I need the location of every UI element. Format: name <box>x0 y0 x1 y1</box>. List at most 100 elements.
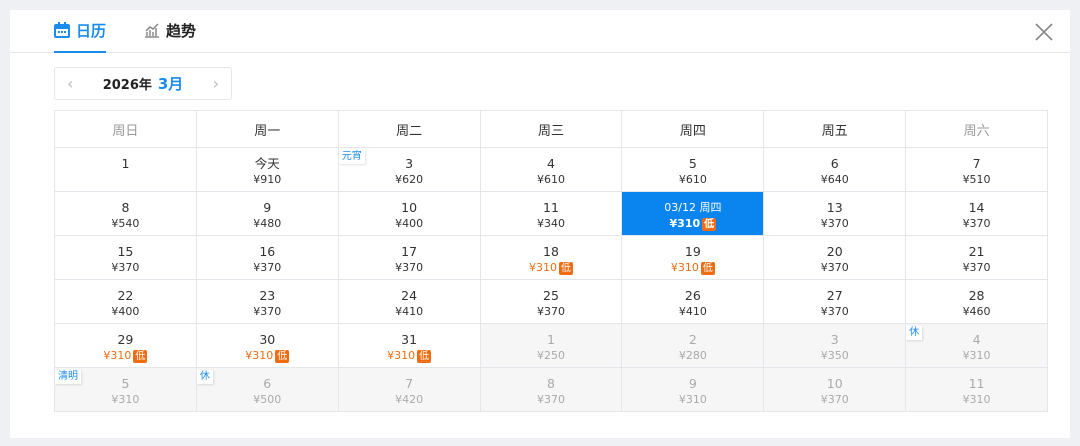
date-cell[interactable]: 15 ¥370 <box>55 236 197 280</box>
date-label: 14 <box>968 200 985 215</box>
low-price-badge: 低 <box>133 349 148 363</box>
price: ¥410 <box>395 305 424 318</box>
date-label: 13 <box>826 200 843 215</box>
low-price-badge: 低 <box>558 261 573 275</box>
date-cell[interactable]: 9 ¥480 <box>196 192 339 236</box>
date-label: 9 <box>688 376 697 391</box>
price: ¥510 <box>962 173 991 186</box>
date-cell[interactable]: 5 ¥610 <box>622 148 765 192</box>
weekday-header: 周三 <box>480 111 623 148</box>
price: ¥370 <box>962 261 991 274</box>
date-cell[interactable]: 20 ¥370 <box>764 236 907 280</box>
date-cell[interactable]: 7 ¥420 <box>338 368 481 412</box>
tab-bar: 日历 趋势 <box>10 10 1070 53</box>
date-cell[interactable]: 25 ¥370 <box>480 280 623 324</box>
weekday-header: 周四 <box>622 111 765 148</box>
weekday-header: 周一 <box>196 111 339 148</box>
price: ¥310 <box>962 393 991 406</box>
selected-date-cell[interactable]: 03/12 周四 ¥310 低 <box>622 192 765 236</box>
date-label: 3 <box>830 332 839 347</box>
prev-month-button[interactable]: ‹ <box>67 74 74 93</box>
date-cell[interactable]: 元宵 3 ¥620 <box>338 148 481 192</box>
date-label: 30 <box>259 332 276 347</box>
date-cell[interactable]: 清明 5 ¥310 <box>55 368 197 412</box>
close-icon[interactable] <box>1034 22 1054 42</box>
price: ¥370 <box>536 393 565 406</box>
price: ¥400 <box>395 217 424 230</box>
date-cell[interactable]: 13 ¥370 <box>764 192 907 236</box>
low-price-badge: 低 <box>275 349 290 363</box>
date-cell[interactable]: 27 ¥370 <box>764 280 907 324</box>
date-cell[interactable]: 8 ¥370 <box>480 368 623 412</box>
date-label: 7 <box>972 156 981 171</box>
date-cell[interactable]: 11 ¥340 <box>480 192 623 236</box>
date-label: 6 <box>830 156 839 171</box>
holiday-tag: 休 <box>196 370 213 384</box>
price: ¥310 <box>678 393 707 406</box>
date-cell[interactable]: 4 ¥610 <box>480 148 623 192</box>
date-cell[interactable]: 21 ¥370 <box>906 236 1048 280</box>
date-cell[interactable]: 30 ¥310 低 <box>196 324 339 368</box>
price: ¥280 <box>678 349 707 362</box>
date-label: 9 <box>263 200 272 215</box>
date-label: 24 <box>401 288 418 303</box>
date-label: 23 <box>259 288 276 303</box>
next-month-button[interactable]: › <box>212 74 219 93</box>
date-cell[interactable]: 2 ¥280 <box>622 324 765 368</box>
holiday-tag: 元宵 <box>338 150 365 164</box>
date-cell[interactable]: 10 ¥400 <box>338 192 481 236</box>
price: ¥420 <box>395 393 424 406</box>
date-label: 10 <box>401 200 418 215</box>
date-cell[interactable]: 6 ¥640 <box>764 148 907 192</box>
date-label: 18 <box>543 244 559 259</box>
date-cell[interactable]: 9 ¥310 <box>622 368 765 412</box>
date-label: 25 <box>543 288 559 303</box>
price: ¥310 <box>670 261 699 274</box>
date-cell[interactable]: 16 ¥370 <box>196 236 339 280</box>
price: ¥640 <box>820 173 849 186</box>
price: ¥350 <box>820 349 849 362</box>
tab-trend[interactable]: 趋势 <box>144 20 196 53</box>
price: ¥250 <box>536 349 565 362</box>
date-cell[interactable]: 今天 ¥910 <box>196 148 339 192</box>
date-cell[interactable]: 7 ¥510 <box>906 148 1048 192</box>
weekday-header: 周五 <box>764 111 907 148</box>
price: ¥340 <box>536 217 565 230</box>
date-cell[interactable]: 8 ¥540 <box>55 192 197 236</box>
price: ¥460 <box>962 305 991 318</box>
date-cell[interactable]: 休 6 ¥500 <box>196 368 339 412</box>
price: ¥310 <box>245 349 274 362</box>
date-cell[interactable]: 1 <box>55 148 197 192</box>
date-cell[interactable]: 1 ¥250 <box>480 324 623 368</box>
date-cell[interactable]: 14 ¥370 <box>906 192 1048 236</box>
price: ¥370 <box>253 305 282 318</box>
date-cell[interactable]: 3 ¥350 <box>764 324 907 368</box>
date-label: 29 <box>117 332 134 347</box>
date-label: 7 <box>405 376 414 391</box>
price: ¥610 <box>678 173 707 186</box>
low-price-badge: 低 <box>700 261 715 275</box>
date-cell[interactable]: 31 ¥310 低 <box>338 324 481 368</box>
holiday-tag: 清明 <box>55 370 81 384</box>
date-cell[interactable]: 29 ¥310 低 <box>55 324 197 368</box>
date-cell[interactable]: 22 ¥400 <box>55 280 197 324</box>
date-cell[interactable]: 10 ¥370 <box>764 368 907 412</box>
date-cell[interactable]: 11 ¥310 <box>906 368 1048 412</box>
date-label: 16 <box>259 244 276 259</box>
date-cell[interactable]: 休 4 ¥310 <box>906 324 1048 368</box>
price: ¥370 <box>962 217 991 230</box>
date-cell[interactable]: 26 ¥410 <box>622 280 765 324</box>
date-label: 21 <box>968 244 985 259</box>
price: ¥370 <box>253 261 282 274</box>
date-cell[interactable]: 24 ¥410 <box>338 280 481 324</box>
tab-calendar[interactable]: 日历 <box>54 20 107 53</box>
date-cell[interactable]: 18 ¥310 低 <box>480 236 623 280</box>
calendar-icon <box>54 22 70 38</box>
date-cell[interactable]: 19 ¥310 低 <box>622 236 765 280</box>
date-label: 8 <box>121 200 130 215</box>
date-cell[interactable]: 17 ¥370 <box>338 236 481 280</box>
date-cell[interactable]: 23 ¥370 <box>196 280 339 324</box>
tab-calendar-label: 日历 <box>76 22 107 40</box>
month-label: 3月 <box>157 75 184 93</box>
date-cell[interactable]: 28 ¥460 <box>906 280 1048 324</box>
